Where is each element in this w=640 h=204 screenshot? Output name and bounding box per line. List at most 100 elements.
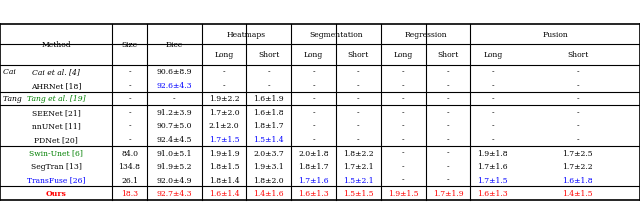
Text: Dice: Dice [166, 41, 183, 49]
Text: -: - [576, 68, 579, 76]
Text: 1.8±1.4: 1.8±1.4 [209, 176, 239, 184]
Text: Heatmaps: Heatmaps [227, 31, 266, 39]
Text: -: - [312, 135, 315, 143]
Text: -: - [576, 135, 579, 143]
Text: 1.5±2.1: 1.5±2.1 [343, 176, 374, 184]
Text: 1.6±1.3: 1.6±1.3 [477, 189, 508, 197]
Text: 1.7±1.6: 1.7±1.6 [298, 176, 329, 184]
Text: -: - [447, 81, 449, 90]
Text: -: - [402, 176, 404, 184]
Text: -: - [402, 108, 404, 116]
Text: 91.9±5.2: 91.9±5.2 [157, 162, 192, 170]
Text: 1.8±2.2: 1.8±2.2 [343, 149, 374, 157]
Text: -: - [447, 95, 449, 103]
Text: Long: Long [214, 51, 234, 59]
Text: -: - [402, 81, 404, 90]
Text: 92.6±4.3: 92.6±4.3 [157, 81, 192, 90]
Text: Long: Long [483, 51, 502, 59]
Text: Method: Method [41, 41, 71, 49]
Text: -: - [576, 122, 579, 130]
Text: -: - [492, 122, 494, 130]
Text: 92.4±4.5: 92.4±4.5 [157, 135, 192, 143]
Text: -: - [447, 135, 449, 143]
Text: 1.6±1.9: 1.6±1.9 [253, 95, 284, 103]
Text: Regression: Regression [404, 31, 447, 39]
Text: 92.0±4.9: 92.0±4.9 [157, 176, 192, 184]
Text: 1.7±1.9: 1.7±1.9 [433, 189, 463, 197]
Text: -: - [268, 68, 270, 76]
Text: 1.7±2.2: 1.7±2.2 [563, 162, 593, 170]
Text: 92.7±4.3: 92.7±4.3 [157, 189, 192, 197]
Text: 90.7±5.0: 90.7±5.0 [157, 122, 192, 130]
Text: -: - [492, 68, 494, 76]
Text: 2.0±3.7: 2.0±3.7 [253, 149, 284, 157]
Text: 84.0: 84.0 [121, 149, 138, 157]
Text: 1.9±2.2: 1.9±2.2 [209, 95, 239, 103]
Text: 1.5±1.4: 1.5±1.4 [253, 135, 284, 143]
Text: Long: Long [304, 51, 323, 59]
Text: -: - [128, 81, 131, 90]
Text: -: - [312, 95, 315, 103]
Text: 2.0±1.8: 2.0±1.8 [298, 149, 329, 157]
Text: -: - [402, 162, 404, 170]
Text: 1.8±1.7: 1.8±1.7 [253, 122, 284, 130]
Text: 1.5±1.5: 1.5±1.5 [343, 189, 374, 197]
Text: 1.9±1.5: 1.9±1.5 [388, 189, 419, 197]
Text: -: - [357, 135, 360, 143]
Text: -: - [447, 68, 449, 76]
Text: -: - [402, 135, 404, 143]
Text: 1.9±3.1: 1.9±3.1 [253, 162, 284, 170]
Text: -: - [447, 176, 449, 184]
Text: Tang et al. [19]: Tang et al. [19] [27, 95, 85, 103]
Text: 1.6±1.8: 1.6±1.8 [563, 176, 593, 184]
Text: -: - [312, 81, 315, 90]
Text: -: - [312, 122, 315, 130]
Text: 1.6±1.4: 1.6±1.4 [209, 189, 239, 197]
Text: -: - [402, 122, 404, 130]
Text: 1.8±1.5: 1.8±1.5 [209, 162, 239, 170]
Text: 134.8: 134.8 [118, 162, 141, 170]
Text: Tang: Tang [3, 95, 24, 103]
Text: nnUNet [11]: nnUNet [11] [31, 122, 81, 130]
Text: -: - [402, 68, 404, 76]
Text: 1.6±1.8: 1.6±1.8 [253, 108, 284, 116]
Text: -: - [576, 95, 579, 103]
Text: 1.7±2.5: 1.7±2.5 [563, 149, 593, 157]
Text: -: - [223, 68, 225, 76]
Text: 1.4±1.5: 1.4±1.5 [563, 189, 593, 197]
Text: -: - [576, 81, 579, 90]
Text: -: - [128, 122, 131, 130]
Text: Cai et al. [4]: Cai et al. [4] [32, 68, 80, 76]
Text: 1.6±1.3: 1.6±1.3 [298, 189, 329, 197]
Text: 26.1: 26.1 [121, 176, 138, 184]
Text: Short: Short [348, 51, 369, 59]
Text: -: - [128, 108, 131, 116]
Text: AHRNet [18]: AHRNet [18] [31, 81, 81, 90]
Text: 1.7±1.6: 1.7±1.6 [477, 162, 508, 170]
Text: -: - [357, 81, 360, 90]
Text: 1.8±2.0: 1.8±2.0 [253, 176, 284, 184]
Text: Short: Short [437, 51, 459, 59]
Text: -: - [357, 68, 360, 76]
Text: -: - [128, 135, 131, 143]
Text: Long: Long [394, 51, 413, 59]
Text: -: - [492, 108, 494, 116]
Text: Swin-Unet [6]: Swin-Unet [6] [29, 149, 83, 157]
Text: Fusion: Fusion [542, 31, 568, 39]
Text: Ours: Ours [45, 189, 67, 197]
Text: 1.7±1.5: 1.7±1.5 [477, 176, 508, 184]
Text: -: - [447, 108, 449, 116]
Text: Cai: Cai [3, 68, 19, 76]
Text: -: - [357, 108, 360, 116]
Text: -: - [268, 81, 270, 90]
Text: 18.3: 18.3 [121, 189, 138, 197]
Text: -: - [492, 81, 494, 90]
Text: TransFuse [26]: TransFuse [26] [27, 176, 85, 184]
Text: Size: Size [122, 41, 138, 49]
Text: Segmentation: Segmentation [309, 31, 363, 39]
Text: Short: Short [258, 51, 280, 59]
Text: SEENet [21]: SEENet [21] [31, 108, 81, 116]
Text: -: - [128, 95, 131, 103]
Text: 1.9±1.9: 1.9±1.9 [209, 149, 239, 157]
Text: -: - [492, 95, 494, 103]
